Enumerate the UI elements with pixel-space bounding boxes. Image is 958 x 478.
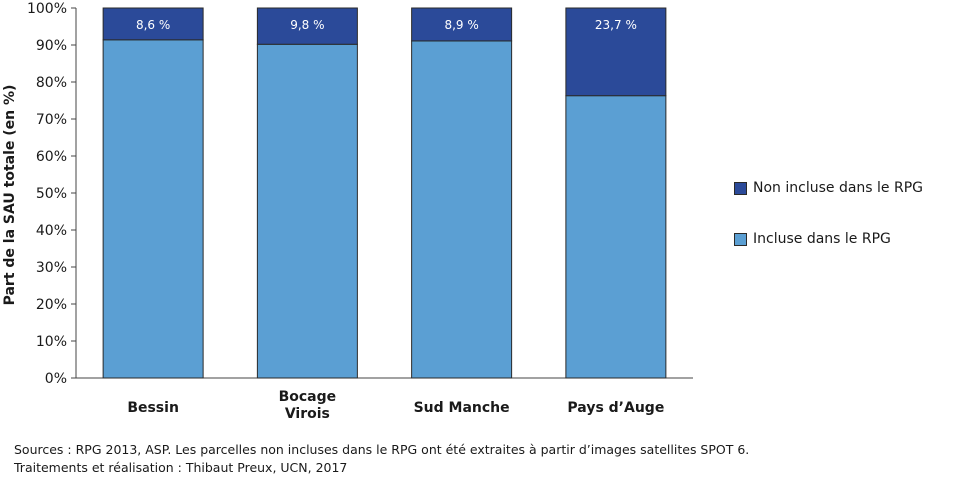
y-tick-label: 80% — [36, 75, 67, 91]
legend-swatch-non-incluse — [734, 181, 747, 195]
x-category-label: Bocage — [279, 389, 337, 405]
chart-legend: Non incluse dans le RPG Incluse dans le … — [734, 178, 923, 280]
legend-item-incluse: Incluse dans le RPG — [734, 229, 923, 249]
y-tick-label: 10% — [36, 334, 67, 350]
y-axis-title: Part de la SAU totale (en %) — [2, 85, 18, 306]
x-category-label: Virois — [285, 406, 330, 422]
data-label: 9,8 % — [290, 18, 324, 32]
legend-item-non-incluse: Non incluse dans le RPG — [734, 178, 923, 198]
chart-axes: 0% 10% 20% 30% 40% 50% 60% 70% 80% 90% 100% Part de… — [2, 1, 693, 387]
bar-non-incluse — [565, 7, 667, 97]
y-tick-label: 60% — [36, 149, 67, 165]
y-tick-label: 70% — [36, 112, 67, 128]
y-tick-label: 50% — [36, 186, 67, 202]
bar-incluse — [256, 43, 358, 379]
legend-swatch-incluse — [734, 232, 747, 246]
bar-non-incluse — [102, 7, 204, 41]
x-category-label: Bessin — [127, 400, 179, 416]
stacked-bar-chart: 0% 10% 20% 30% 40% 50% 60% 70% 80% 90% 100% Part de… — [2, 1, 693, 422]
source-line-1: Sources : RPG 2013, ASP. Les parcelles n… — [14, 442, 750, 457]
bar-incluse — [411, 40, 513, 379]
source-note: Sources : RPG 2013, ASP. Les parcelles n… — [14, 441, 749, 477]
data-label: 8,9 % — [444, 18, 478, 32]
bar-incluse — [565, 95, 667, 379]
y-tick-label: 0% — [45, 371, 67, 387]
bar-incluse — [102, 39, 204, 379]
y-tick-label: 30% — [36, 260, 67, 276]
data-label: 23,7 % — [595, 18, 637, 32]
y-tick-label: 100% — [27, 1, 67, 17]
y-tick-label: 40% — [36, 223, 67, 239]
y-tick-label: 90% — [36, 38, 67, 54]
legend-label-non-incluse: Non incluse dans le RPG — [753, 180, 923, 196]
x-category-label: Sud Manche — [414, 400, 510, 416]
x-category-label: Pays d’Auge — [567, 400, 664, 416]
data-label: 8,6 % — [136, 18, 170, 32]
bar-non-incluse — [256, 7, 358, 45]
y-tick-label: 20% — [36, 297, 67, 313]
chart-bars — [102, 7, 667, 379]
legend-label-incluse: Incluse dans le RPG — [753, 231, 891, 247]
bar-non-incluse — [411, 7, 513, 42]
source-line-2: Traitements et réalisation : Thibaut Pre… — [14, 460, 348, 475]
